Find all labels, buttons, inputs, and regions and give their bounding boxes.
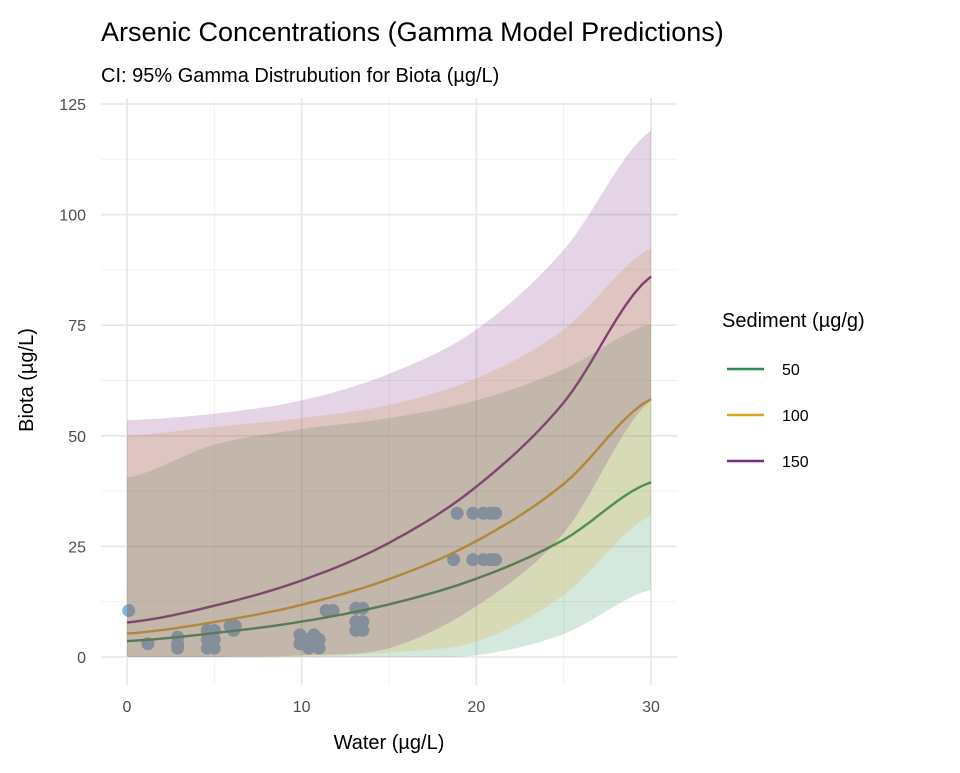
data-point [466,506,480,520]
data-point [466,553,480,567]
ci-ribbon-100 [127,248,651,657]
y-axis-ticks: 0 25 50 75 100 125 [59,97,86,667]
data-point [489,553,503,567]
y-tick-label: 75 [68,318,86,335]
data-point [447,553,461,567]
y-tick-label: 100 [59,208,86,225]
series-line-150 [126,275,652,624]
chart-subtitle: CI: 95% Gamma Distrubution for Biota (µg… [101,65,499,87]
series-lines [126,275,652,643]
x-tick-label: 20 [467,699,485,716]
chart-title: Arsenic Concentrations (Gamma Model Pred… [101,17,724,47]
y-tick-label: 125 [59,97,86,114]
data-point [326,604,340,618]
ci-ribbon-50 [127,323,651,657]
data-point [356,615,370,629]
series-line-50 [126,481,652,643]
legend-label: 150 [782,454,809,471]
legend-label: 100 [782,408,809,425]
data-point [312,632,326,646]
data-point [122,604,136,618]
y-tick-label: 25 [68,539,86,556]
confidence-ribbons [127,130,651,657]
gridlines [101,98,677,685]
legend-label: 50 [782,362,800,379]
y-tick-label: 50 [68,429,86,446]
data-point [450,506,464,520]
legend: Sediment (µg/g) 50 100 150 [722,310,865,471]
legend-title: Sediment (µg/g) [722,310,865,332]
scatter-points [122,506,503,655]
y-axis-title: Biota (µg/L) [16,328,38,432]
x-tick-label: 0 [123,699,132,716]
ci-ribbon-150 [127,130,651,657]
x-axis-title: Water (µg/L) [334,732,445,754]
data-point [489,506,503,520]
series-line-100 [126,398,652,635]
x-axis-ticks: 0 10 20 30 [123,699,660,716]
y-tick-label: 0 [77,650,86,667]
x-tick-label: 10 [293,699,311,716]
x-tick-label: 30 [642,699,660,716]
